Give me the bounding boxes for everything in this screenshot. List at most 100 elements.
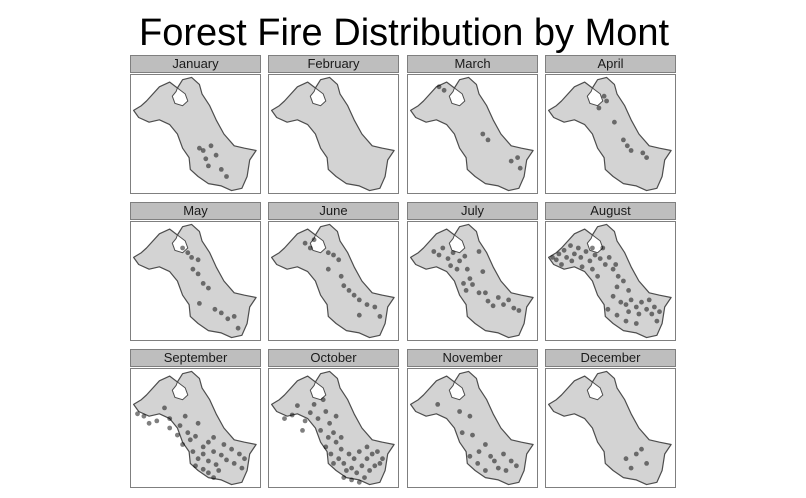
map-plot	[268, 368, 399, 488]
fire-point	[331, 252, 336, 258]
fire-point	[516, 308, 522, 313]
fire-point	[189, 255, 194, 260]
fire-point	[356, 312, 362, 318]
fire-point	[602, 262, 608, 267]
fire-point	[180, 442, 185, 447]
panel-april: April	[545, 55, 676, 194]
fire-point	[195, 257, 201, 263]
region-outline	[547, 76, 672, 192]
fire-point	[325, 250, 331, 256]
fire-point	[457, 409, 462, 414]
fire-point	[377, 461, 383, 466]
map-plot	[268, 221, 399, 341]
fire-point	[441, 87, 447, 93]
region-outline	[132, 223, 257, 339]
fire-point	[349, 465, 354, 471]
fire-point	[569, 258, 575, 264]
fire-point	[450, 250, 456, 256]
fire-point	[190, 449, 196, 454]
fire-point	[351, 292, 357, 298]
fire-point	[624, 143, 630, 149]
fire-point	[315, 416, 321, 421]
fire-point	[182, 413, 188, 419]
panel-strip-label: September	[130, 349, 261, 367]
panel-strip-label: November	[407, 349, 538, 367]
region-map	[409, 370, 534, 486]
fire-point	[341, 475, 347, 480]
fire-point	[614, 284, 620, 290]
inlet-outline	[586, 87, 604, 107]
fire-point	[623, 318, 629, 324]
region-outline	[409, 223, 534, 339]
fire-point	[372, 304, 378, 310]
region-outline	[132, 370, 257, 486]
fire-point	[559, 262, 564, 267]
fire-point	[369, 451, 375, 457]
fire-point	[623, 302, 629, 307]
fire-point	[490, 303, 496, 309]
fire-point	[242, 456, 247, 462]
fire-point	[154, 418, 160, 424]
fire-point	[610, 293, 616, 299]
fire-point	[327, 420, 332, 426]
fire-point	[333, 439, 339, 445]
inlet-outline	[309, 381, 327, 401]
fire-point	[162, 405, 167, 411]
fire-point	[203, 156, 209, 162]
fire-point	[606, 255, 612, 260]
fire-point	[467, 413, 473, 419]
fire-point	[336, 257, 342, 263]
fire-point	[364, 444, 370, 450]
fire-point	[649, 311, 655, 317]
panel-strip-label: August	[545, 202, 676, 220]
fire-point	[346, 288, 352, 293]
fire-point	[501, 302, 506, 307]
fire-point	[476, 249, 482, 254]
fire-point	[592, 252, 598, 258]
fire-point	[354, 470, 360, 476]
fire-point	[623, 456, 629, 462]
fire-point	[225, 316, 231, 322]
fire-point	[572, 251, 577, 257]
panel-july: July	[407, 202, 538, 341]
panel-strip-label: February	[268, 55, 399, 73]
fire-point	[652, 304, 657, 310]
fire-point	[583, 249, 589, 254]
fire-point	[331, 461, 336, 466]
fire-point	[221, 442, 227, 447]
fire-point	[457, 258, 462, 264]
fire-point	[628, 465, 634, 471]
inlet-outline	[171, 87, 189, 107]
fire-point	[341, 283, 347, 289]
panel-strip-label: July	[407, 202, 538, 220]
fire-point	[336, 456, 342, 462]
fire-point	[195, 271, 201, 277]
fire-point	[476, 290, 482, 296]
fire-point	[218, 167, 224, 172]
fire-point	[346, 451, 352, 457]
fire-point	[578, 255, 584, 260]
fire-point	[367, 468, 372, 473]
region-map	[132, 76, 257, 192]
inlet-outline	[586, 381, 604, 401]
fire-point	[325, 266, 331, 272]
fire-point	[177, 423, 183, 428]
region-map	[547, 370, 672, 486]
map-plot	[407, 221, 538, 341]
panel-strip-label: December	[545, 349, 676, 367]
fire-point	[639, 299, 644, 305]
fire-point	[356, 297, 362, 303]
fire-point	[579, 264, 585, 270]
fire-point	[175, 432, 180, 438]
fire-point	[318, 428, 323, 433]
map-plot	[545, 368, 676, 488]
fire-point	[197, 145, 202, 151]
fire-point	[295, 403, 300, 408]
fire-point	[307, 245, 313, 251]
fire-point	[561, 247, 567, 253]
panel-october: October	[268, 349, 399, 488]
panel-march: March	[407, 55, 538, 194]
fire-point	[224, 457, 229, 463]
fire-point	[323, 409, 329, 414]
region-map	[409, 76, 534, 192]
